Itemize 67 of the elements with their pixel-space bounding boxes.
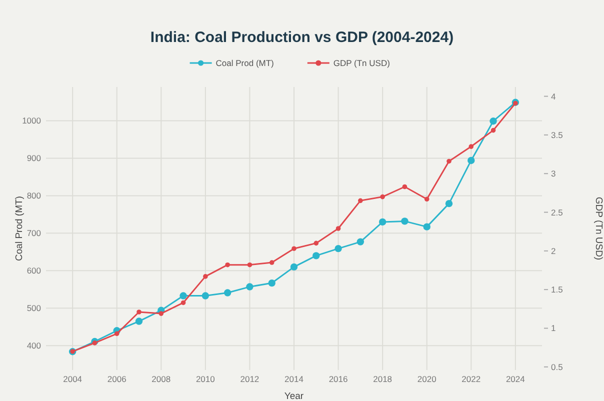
point [334,244,342,252]
point [378,218,386,226]
x-tick-label: 2012 [240,374,260,384]
y-tick-label: 800 [26,190,42,201]
point [336,226,341,231]
y2-tick-label: 2 [551,246,556,256]
x-tick-label: 2008 [152,374,171,384]
y2-tick-label: 2.5 [551,207,564,218]
y-tick-label: 900 [26,153,42,164]
chart-title: India: Coal Production vs GDP (2004-2024) [150,29,454,46]
y2-tick-label: 1 [551,323,556,334]
x-tick-label: 2010 [196,374,216,384]
point [380,194,385,200]
point [314,240,319,246]
y-tick-label: 400 [26,340,42,351]
point [269,260,274,265]
y2-axis-title: GDP (Tn USD) [593,196,604,260]
y2-tick-label: 0.5 [551,362,564,372]
y-tick-label: 600 [26,266,42,276]
y2-tick-label: 4 [551,91,556,102]
y2-tick-label: 3.5 [551,130,564,140]
x-tick-label: 2024 [506,374,526,384]
x-tick-label: 2014 [284,374,304,384]
x-tick-label: 2022 [462,374,481,384]
point [247,262,252,268]
x-tick-label: 2020 [417,374,437,384]
point [312,252,320,260]
point [292,246,296,252]
y-axis-title: Coal Prod (MT) [14,196,25,261]
point [424,196,430,202]
x-tick-label: 2004 [63,374,82,384]
point [136,310,142,314]
point [468,144,474,149]
point [224,289,232,296]
y2-tick-label: 1.5 [551,284,564,295]
point [445,200,453,208]
point [490,128,496,133]
x-axis-title: Year [284,391,304,401]
point [246,283,254,290]
y2-tick-label: 3 [551,168,556,179]
point [180,292,187,300]
point [402,184,408,190]
legend-label: GDP (Tn USD) [333,58,390,68]
point [423,223,430,230]
point [446,158,452,164]
point [158,311,164,316]
x-tick-label: 2016 [328,374,348,384]
point [356,238,364,246]
point [401,218,408,225]
legend-label: Coal Prod (MT) [216,58,274,68]
point [202,292,210,300]
point [114,331,120,336]
point [180,300,186,306]
point [92,340,98,346]
y-tick-label: 1000 [22,116,42,126]
x-tick-label: 2018 [373,374,392,384]
point [225,262,230,268]
y-tick-label: 500 [26,303,42,314]
x-tick-label: 2006 [107,374,127,384]
point [490,118,497,125]
point [290,263,298,271]
point [468,156,475,164]
point [268,279,276,287]
y-tick-label: 700 [26,228,42,238]
point [135,318,143,325]
point [203,274,208,279]
point [358,198,363,204]
